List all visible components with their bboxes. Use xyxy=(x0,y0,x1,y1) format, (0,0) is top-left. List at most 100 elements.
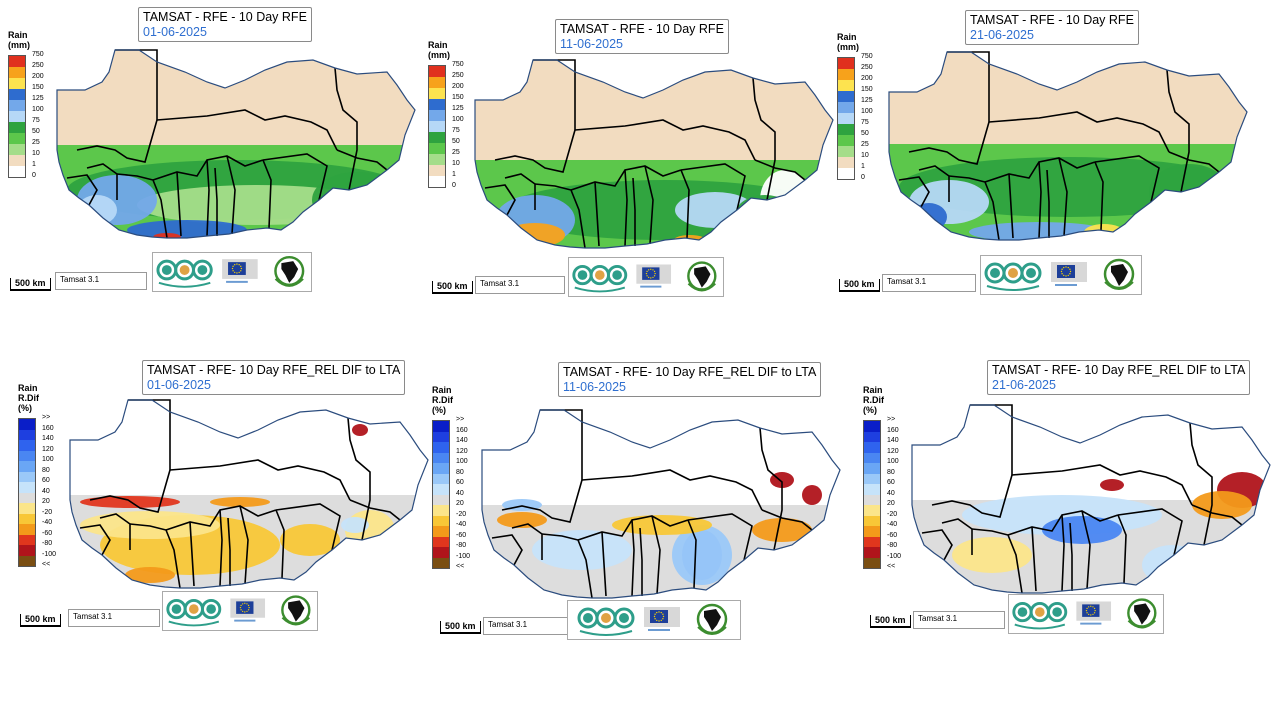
legend-label: 250 xyxy=(861,64,873,71)
map-area xyxy=(477,405,847,610)
legend-label: 0 xyxy=(32,172,36,179)
legend-swatch xyxy=(9,155,25,166)
panel-date: 21-06-2025 xyxy=(992,378,1056,392)
legend-swatch xyxy=(9,133,25,144)
legend-swatch xyxy=(19,440,35,451)
legend-label: 50 xyxy=(452,138,460,145)
legend-label: 1 xyxy=(861,163,865,170)
legend-swatch xyxy=(19,482,35,493)
scale-bar: 500 km xyxy=(10,278,51,291)
legend-label: 50 xyxy=(32,128,40,135)
rain-zone-6 xyxy=(125,567,175,583)
legend-swatch xyxy=(838,146,854,157)
legend-header-line2: R.Dif xyxy=(863,395,884,405)
legend-color-bar xyxy=(428,65,446,188)
scale-bar: 500 km xyxy=(432,281,473,294)
legend-label: >> xyxy=(887,416,896,423)
source-label: Tamsat 3.1 xyxy=(55,272,147,290)
cilss-logo xyxy=(687,261,717,292)
legend-header-line1: Rain xyxy=(837,32,857,42)
legend-swatch xyxy=(433,452,449,463)
legend-swatch xyxy=(19,492,35,503)
map-canvas xyxy=(56,49,416,239)
legend-swatch xyxy=(838,58,854,69)
legend-label: -40 xyxy=(887,521,898,528)
legend-label: -80 xyxy=(887,542,898,549)
eu-flag-logo xyxy=(636,264,672,288)
panel-title: TAMSAT - RFE - 10 Day RFE xyxy=(143,10,307,24)
legend-label: -80 xyxy=(456,542,467,549)
legend-swatch xyxy=(19,555,35,566)
legend-label: 125 xyxy=(452,105,464,112)
panel-title: TAMSAT - RFE- 10 Day RFE_REL DIF to LTA xyxy=(992,363,1246,377)
legend-swatch xyxy=(864,484,880,495)
rain-zone-6 xyxy=(1142,545,1202,585)
legend: Rain (mm) 750 250 200 150 125 100 75 50 25 10 1 0 xyxy=(428,40,464,189)
cilss-logo xyxy=(281,595,311,626)
legend-label: 50 xyxy=(861,130,869,137)
legend-label: 750 xyxy=(861,53,873,60)
legend-swatch xyxy=(838,91,854,102)
legend: Rain (mm) 750 250 200 150 125 100 75 50 25 10 1 0 xyxy=(837,32,873,181)
legend-header-line2: (mm) xyxy=(837,42,859,52)
rain-zone-5 xyxy=(127,220,247,238)
scale-bar: 500 km xyxy=(870,615,911,628)
legend-label: 750 xyxy=(452,61,464,68)
legend-label: 750 xyxy=(32,51,44,58)
legend-label: -60 xyxy=(42,529,53,537)
legend-label: 1 xyxy=(32,161,36,168)
legend-label: 20 xyxy=(456,500,464,507)
legend-label: 100 xyxy=(32,106,44,113)
legend-swatch xyxy=(9,144,25,155)
panel-date: 01-06-2025 xyxy=(147,378,211,392)
legend-label: 40 xyxy=(456,489,464,497)
legend-header-line1: Rain xyxy=(863,385,883,395)
legend-label: 125 xyxy=(861,97,873,104)
legend-swatch xyxy=(838,124,854,135)
legend-swatch xyxy=(19,461,35,472)
legend-label: -20 xyxy=(887,510,898,518)
map-area xyxy=(884,47,1254,252)
rain-zone-6 xyxy=(752,518,812,542)
legend-swatch xyxy=(838,168,854,179)
legend-swatch xyxy=(864,452,880,463)
legend-header-line1: Rain xyxy=(18,383,38,393)
map-area xyxy=(907,400,1277,605)
legend-label: 25 xyxy=(32,139,40,146)
legend-swatch xyxy=(838,102,854,113)
legend-swatch xyxy=(9,100,25,111)
legend-swatch xyxy=(864,431,880,442)
legend-color-bar xyxy=(432,420,450,569)
legend-label: 20 xyxy=(42,498,50,505)
legend-swatch xyxy=(9,67,25,78)
legend-color-bar xyxy=(18,418,36,567)
legend-label: 200 xyxy=(452,83,464,90)
legend-swatch xyxy=(19,471,35,482)
rain-zone-2 xyxy=(672,525,732,585)
cilss-logo xyxy=(1127,598,1157,629)
legend: Rain R.Dif (%) >> 160 140 120 100 80 60 40 20 -20 -40… xyxy=(432,385,470,570)
legend-swatch xyxy=(429,121,445,132)
legend: Rain R.Dif (%) >> 160 140 120 100 80 60 40 20 -20 -40… xyxy=(863,385,901,570)
legend-color-bar xyxy=(837,57,855,180)
legend-swatch xyxy=(429,77,445,88)
panel-title: TAMSAT - RFE- 10 Day RFE_REL DIF to LTA xyxy=(563,365,817,379)
map-panel-dif-1: TAMSAT - RFE- 10 Day RFE_REL DIF to LTA 0… xyxy=(10,355,430,675)
legend-label: 20 xyxy=(887,500,895,507)
legend-swatch xyxy=(864,463,880,474)
panel-date: 11-06-2025 xyxy=(563,380,627,394)
legend-header-line3: (%) xyxy=(863,405,877,415)
rain-zone-7 xyxy=(1100,479,1124,491)
panel-title: TAMSAT - RFE- 10 Day RFE_REL DIF to LTA xyxy=(147,363,401,377)
source-label: Tamsat 3.1 xyxy=(483,617,577,635)
legend-swatch xyxy=(9,56,25,67)
legend-label: 60 xyxy=(456,479,464,486)
legend-label: >> xyxy=(456,416,465,423)
legend-swatch xyxy=(429,176,445,187)
legend-swatch xyxy=(429,132,445,143)
legend-label: 200 xyxy=(861,75,873,82)
legend-header-line1: Rain xyxy=(8,30,28,40)
legend-swatch xyxy=(433,515,449,526)
rain-zone-4 xyxy=(210,497,270,507)
agrhymet-logo xyxy=(166,598,222,627)
